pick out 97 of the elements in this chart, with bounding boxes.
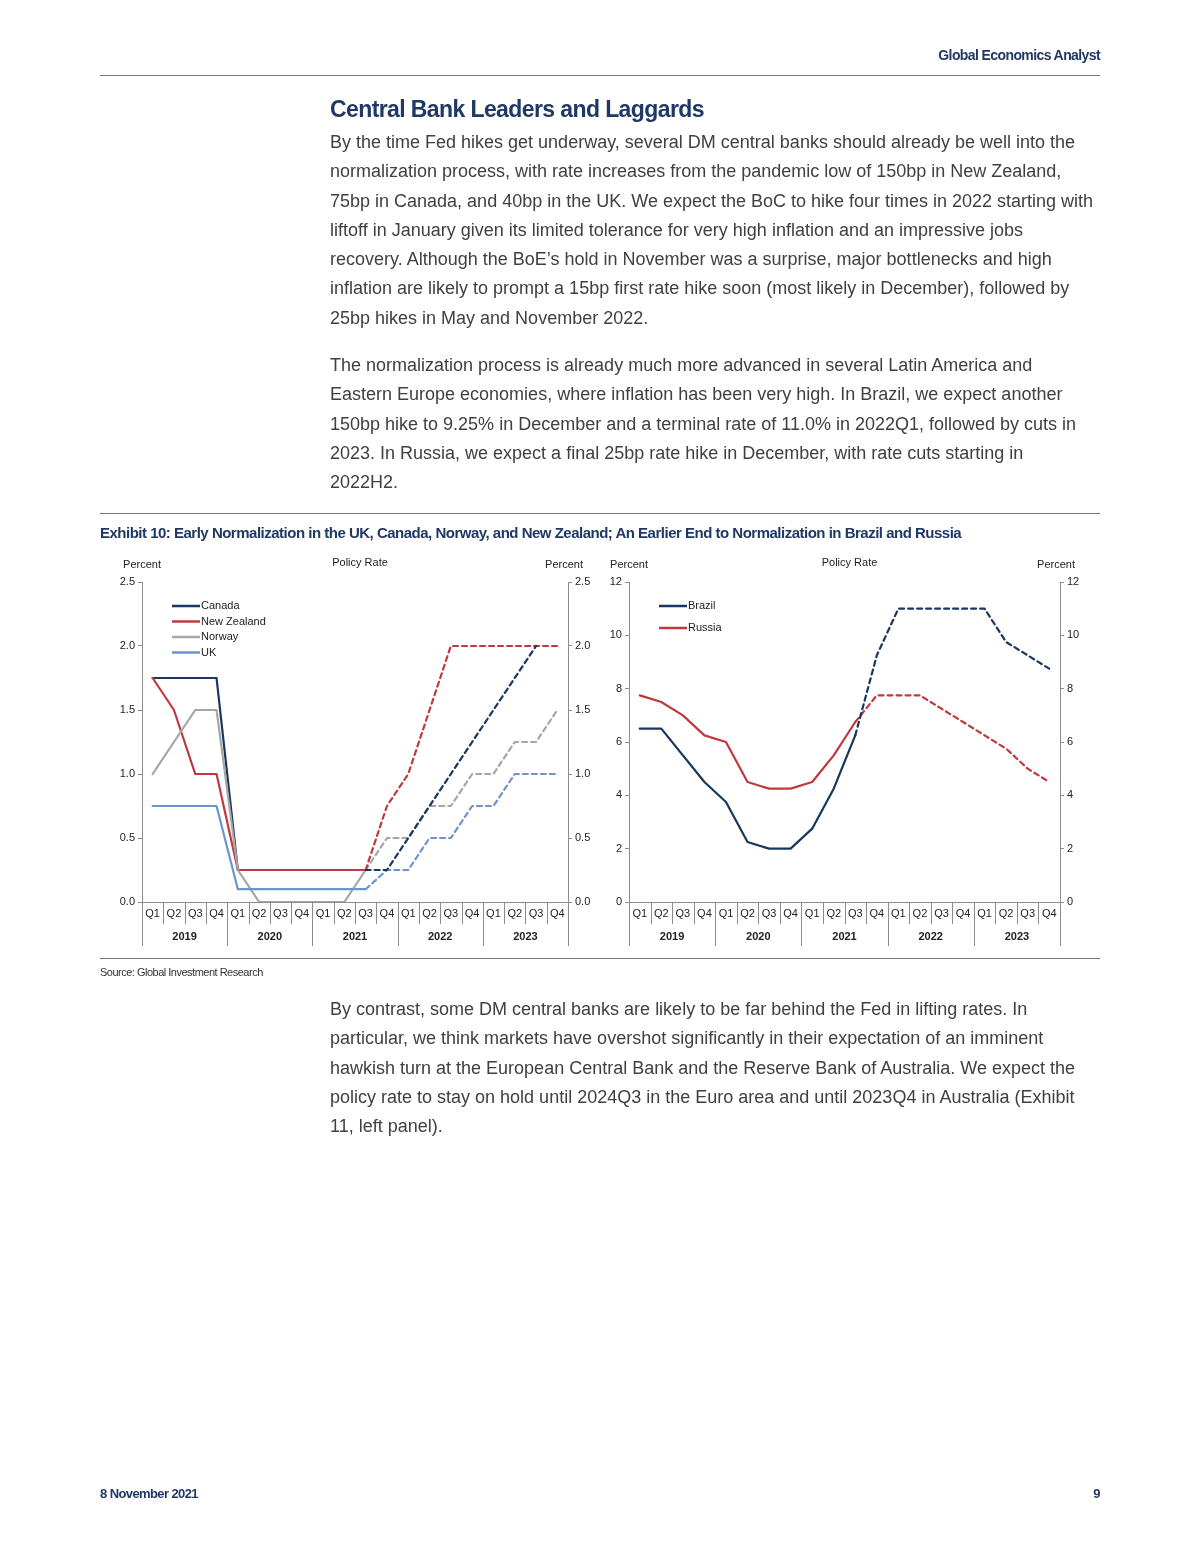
y2-tick-label: 1.0 bbox=[575, 767, 591, 780]
x-tick-label: Q4 bbox=[464, 906, 480, 919]
x-tick-label: Q3 bbox=[358, 906, 373, 919]
y-axis-title: Percent bbox=[123, 558, 161, 571]
y-tick-label: 8 bbox=[615, 681, 622, 694]
text: 2023 bbox=[513, 930, 538, 943]
text: 9 bbox=[1093, 1486, 1100, 1501]
x-tick-label: Q3 bbox=[443, 906, 459, 919]
text: 2021 bbox=[342, 930, 368, 943]
x-tick-label: Q4 bbox=[209, 906, 224, 919]
text: 8 November 2021 bbox=[100, 1486, 198, 1501]
legend-label: UK bbox=[201, 645, 217, 658]
text: 2019 bbox=[659, 930, 685, 943]
x-tick-label: Q1 bbox=[145, 906, 160, 919]
x-tick-label: Q3 bbox=[675, 906, 691, 919]
chart-subtitle: Policy Rate bbox=[821, 556, 878, 569]
x-tick-label: Q1 bbox=[230, 906, 246, 919]
legend-label: Canada bbox=[201, 599, 241, 612]
chart-subtitle: Policy Rate bbox=[332, 556, 388, 569]
y2-tick-label: 0 bbox=[1067, 895, 1074, 908]
y2-tick-label: 2.5 bbox=[575, 575, 591, 588]
text: 2022 bbox=[427, 930, 453, 943]
x-tick-label: Q4 bbox=[294, 906, 310, 919]
y2-tick-label: 2 bbox=[1067, 841, 1074, 854]
x-tick-label: Q1 bbox=[977, 906, 992, 919]
x-tick-label: Q2 bbox=[507, 906, 523, 919]
x-tick-label: Q4 bbox=[783, 906, 798, 919]
y-tick-label: 2.5 bbox=[119, 575, 135, 588]
y2-tick-label: 8 bbox=[1067, 681, 1074, 694]
legend-label: New Zealand bbox=[201, 614, 266, 627]
chart-title: Exhibit 10: Early Normalization in the UK, Canada, Norway, and New Zealand; An Earlier End to Normalization in Brazil and Russia bbox=[100, 524, 962, 541]
x-tick-label: Q4 bbox=[697, 906, 712, 919]
x-tick-label: Q2 bbox=[912, 906, 928, 919]
x-tick-label: Q2 bbox=[740, 906, 755, 919]
x-tick-label: Q3 bbox=[187, 906, 203, 919]
x-tick-label: Q2 bbox=[251, 906, 267, 919]
x-tick-label: Q4 bbox=[550, 906, 565, 919]
x-tick-label: Q4 bbox=[869, 906, 885, 919]
y-tick-label: 2 bbox=[615, 841, 622, 854]
x-tick-label: Q2 bbox=[826, 906, 842, 919]
text: By the time Fed hikes get underway, several DM central banks should already be well into the normalization process, with rate increases from the pandemic low of 150bp in New Zealand, 75bp in Canada, and 40bp in the UK. We expect the BoC to hike four times in 2022 starting with liftoff in January given its limited tolerance for very high inflation and an impressive jobs recovery. Although the BoE’s hold in November was a surprise, major bottlenecks and high inflation are likely to prompt a 15bp first rate hike soon (most likely in December), followed by 25bp hikes in May and November 2022. bbox=[330, 131, 1095, 330]
x-tick-label: Q1 bbox=[486, 906, 501, 919]
text: The normalization process is already much more advanced in several Latin America and Eastern Europe economies, where inflation has been very high. In Brazil, we expect another 150bp hike to 9.25% in December and a terminal rate of 11.0% in 2022Q1, followed by cuts in 2023. In Russia, we expect a final 25bp rate hike in December, with rate cuts starting in 2022H2. bbox=[330, 354, 1078, 495]
legend-label: Norway bbox=[201, 630, 239, 643]
text: 2022 bbox=[918, 930, 943, 943]
y2-tick-label: 4 bbox=[1067, 788, 1074, 801]
x-tick-label: Q2 bbox=[337, 906, 352, 919]
text: 2021 bbox=[832, 930, 857, 943]
y2-tick-label: 2.0 bbox=[575, 639, 591, 652]
x-tick-label: Q1 bbox=[891, 906, 906, 919]
text: By contrast, some DM central banks are likely to be far behind the Fed in lifting rates. In particular, we think markets have overshot significantly in their expectation of an imminent hawkish turn at the European Central Bank and the Reserve Bank of Australia. We expect the policy rate to stay on hold until 2024Q3 in the Euro area and until 2023Q4 in Australia (Exhibit 11, left panel). bbox=[330, 998, 1077, 1139]
x-tick-label: Q1 bbox=[400, 906, 416, 919]
y2-tick-label: 0.5 bbox=[575, 831, 591, 844]
x-tick-label: Q3 bbox=[934, 906, 949, 919]
x-tick-label: Q3 bbox=[847, 906, 863, 919]
y-tick-label: 0 bbox=[615, 895, 622, 908]
x-tick-label: Q3 bbox=[761, 906, 777, 919]
x-tick-label: Q1 bbox=[804, 906, 820, 919]
x-tick-label: Q3 bbox=[528, 906, 544, 919]
text: 2020 bbox=[746, 930, 771, 943]
y2-tick-label: 0.0 bbox=[575, 895, 591, 908]
legend-label: Brazil bbox=[688, 599, 716, 612]
y-tick-label: 0.5 bbox=[119, 831, 135, 844]
x-tick-label: Q3 bbox=[273, 906, 288, 919]
y2-tick-label: 12 bbox=[1067, 575, 1080, 588]
x-tick-label: Q2 bbox=[166, 906, 182, 919]
y-tick-label: 10 bbox=[609, 628, 622, 641]
y2-tick-label: 10 bbox=[1067, 628, 1080, 641]
y-tick-label: 12 bbox=[609, 575, 622, 588]
x-tick-label: Q2 bbox=[998, 906, 1014, 919]
y-tick-label: 6 bbox=[615, 735, 622, 748]
y-tick-label: 1.0 bbox=[119, 767, 135, 780]
y2-axis-title: Percent bbox=[545, 558, 583, 571]
source-note: Source: Global Investment Research bbox=[100, 966, 263, 978]
y-tick-label: 2.0 bbox=[119, 639, 135, 652]
text: 2023 bbox=[1004, 930, 1030, 943]
text: Global Economics Analyst bbox=[938, 47, 1100, 63]
y-tick-label: 1.5 bbox=[119, 703, 135, 716]
y2-tick-label: 6 bbox=[1067, 735, 1074, 748]
y-axis-title: Percent bbox=[610, 558, 648, 571]
y-tick-label: 0.0 bbox=[119, 895, 135, 908]
x-tick-label: Q3 bbox=[1020, 906, 1036, 919]
x-tick-label: Q2 bbox=[422, 906, 437, 919]
x-tick-label: Q4 bbox=[955, 906, 971, 919]
x-tick-label: Q2 bbox=[653, 906, 669, 919]
text: 2019 bbox=[172, 930, 197, 943]
x-tick-label: Q1 bbox=[632, 906, 648, 919]
y-tick-label: 4 bbox=[615, 788, 622, 801]
text: 2020 bbox=[257, 930, 283, 943]
text: Central Bank Leaders and Laggards bbox=[330, 96, 704, 123]
legend-label: Russia bbox=[688, 621, 723, 634]
x-tick-label: Q4 bbox=[379, 906, 395, 919]
x-tick-label: Q1 bbox=[315, 906, 331, 919]
x-tick-label: Q4 bbox=[1041, 906, 1057, 919]
y2-axis-title: Percent bbox=[1037, 558, 1075, 571]
y2-tick-label: 1.5 bbox=[575, 703, 591, 716]
x-tick-label: Q1 bbox=[718, 906, 734, 919]
